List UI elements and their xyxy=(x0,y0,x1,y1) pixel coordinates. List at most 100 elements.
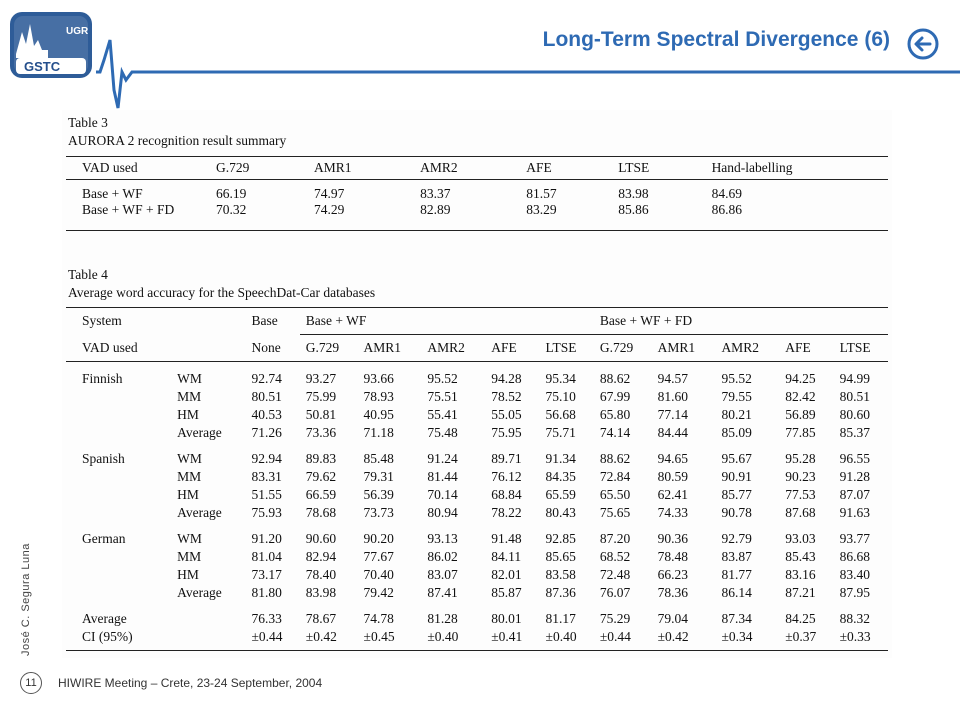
table-cell: 56.68 xyxy=(545,407,576,422)
table-cell: 92.94 xyxy=(251,451,282,466)
table-cell: German xyxy=(82,531,126,546)
table-cell: 78.52 xyxy=(491,389,522,404)
table-cell: 93.13 xyxy=(427,531,458,546)
table-cell: 78.36 xyxy=(657,585,688,600)
table4-spacer xyxy=(66,442,888,450)
table-cell: 91.20 xyxy=(251,531,282,546)
table3-header-cell: AFE xyxy=(510,156,603,180)
table-cell: ±0.41 xyxy=(485,628,540,651)
table-cell: 55.41 xyxy=(427,407,458,422)
table-cell: 74.97 xyxy=(313,186,345,201)
table-cell: Base + WF + FD xyxy=(66,202,200,231)
table-cell: 77.14 xyxy=(657,407,688,422)
table-cell: CI (95%) xyxy=(66,628,172,651)
table3-header-cell: LTSE xyxy=(602,156,696,180)
table4-header-group-wffd: Base + WF + FD xyxy=(593,307,888,335)
table-cell: 93.27 xyxy=(305,371,337,386)
table-cell: ±0.40 xyxy=(539,628,594,651)
table-cell: 88.62 xyxy=(599,451,631,466)
table-cell: 80.01 xyxy=(491,611,522,626)
table-cell: 68.52 xyxy=(599,549,631,564)
table-cell: 75.99 xyxy=(305,389,337,404)
table-cell: 95.34 xyxy=(545,371,576,386)
table-cell: 96.55 xyxy=(839,451,870,466)
table-cell xyxy=(171,628,246,651)
table-cell: 83.16 xyxy=(785,567,816,582)
table3-header-row: VAD used G.729 AMR1 AMR2 AFE LTSE Hand-l… xyxy=(66,156,888,180)
table-cell: Average xyxy=(177,585,222,600)
table-cell: 87.68 xyxy=(785,505,816,520)
table-row: Finnish WM 92.74 93.27 93.66 95.52 94.28 95.34 8… xyxy=(66,370,888,388)
table4-header-system: System xyxy=(66,307,172,335)
table-cell: 87.41 xyxy=(427,585,458,600)
table-cell: 76.12 xyxy=(491,469,522,484)
table-cell: 78.68 xyxy=(305,505,337,520)
table-cell: ±0.33 xyxy=(833,628,888,651)
table4-header-cell: G.729 xyxy=(299,334,358,362)
table3-header-cell: AMR2 xyxy=(404,156,511,180)
table3-caption: AURORA 2 recognition result summary xyxy=(68,133,287,148)
page-number: 11 xyxy=(20,672,42,694)
table-cell: 73.36 xyxy=(305,425,337,440)
table-cell: 85.86 xyxy=(602,202,696,231)
table-cell: Average xyxy=(82,611,127,626)
table-cell: 67.99 xyxy=(599,389,631,404)
back-arrow-icon xyxy=(907,28,939,60)
table-cell: MM xyxy=(177,389,202,404)
table-row: MM 81.04 82.94 77.67 86.02 84.11 85.65 68.52 78.… xyxy=(66,548,888,566)
table-cell: 88.32 xyxy=(839,611,870,626)
table-cell: 91.28 xyxy=(839,469,870,484)
table-cell: 56.89 xyxy=(785,407,816,422)
table4-header-cell: AMR2 xyxy=(421,334,486,362)
logo-top-text: UGR xyxy=(66,26,89,37)
table-cell: 55.05 xyxy=(491,407,522,422)
table-cell: 94.65 xyxy=(657,451,688,466)
table-cell: 95.28 xyxy=(785,451,816,466)
table-cell: 89.83 xyxy=(305,451,337,466)
table4-header-base: Base xyxy=(245,307,300,335)
table-cell: 82.94 xyxy=(305,549,337,564)
table-cell: 83.37 xyxy=(420,186,451,201)
table-cell: 73.17 xyxy=(251,567,282,582)
table-row: HM 73.17 78.40 70.40 83.07 82.01 83.58 72.48 66.… xyxy=(66,566,888,584)
back-button[interactable] xyxy=(906,27,940,61)
table-cell: 80.94 xyxy=(427,505,458,520)
table-cell: 75.95 xyxy=(491,425,522,440)
table-row: Average 71.26 73.36 71.18 75.48 75.95 75.71 74.… xyxy=(66,424,888,442)
table-cell: 82.42 xyxy=(785,389,816,404)
table-cell: 70.40 xyxy=(363,567,394,582)
table-cell xyxy=(66,468,171,486)
table-cell: 90.36 xyxy=(657,531,688,546)
table-cell: 85.43 xyxy=(785,549,816,564)
table-row: HM 40.53 50.81 40.95 55.41 55.05 56.68 65.80 77.… xyxy=(66,406,888,424)
table-cell: 78.40 xyxy=(305,567,337,582)
table-cell: ±0.40 xyxy=(421,628,486,651)
table4-header-cell: G.729 xyxy=(593,334,652,362)
table4-label: Table 4 xyxy=(68,267,108,282)
table-cell: 79.42 xyxy=(363,585,394,600)
table-cell: 85.37 xyxy=(839,425,870,440)
table-cell: 94.99 xyxy=(839,371,870,386)
table-cell: 74.14 xyxy=(599,425,631,440)
table-cell xyxy=(66,424,171,442)
table-cell: 77.53 xyxy=(785,487,816,502)
table-cell: 83.31 xyxy=(251,469,282,484)
table-cell: 81.60 xyxy=(657,389,688,404)
table-cell: 84.44 xyxy=(657,425,688,440)
table-cell: 66.59 xyxy=(305,487,337,502)
table4-header-cell xyxy=(171,334,246,362)
table-cell: Average xyxy=(177,425,222,440)
table-cell: 79.55 xyxy=(721,389,752,404)
table-cell: HM xyxy=(177,487,199,502)
table-cell: 75.65 xyxy=(599,505,631,520)
table4-header-cell: AMR2 xyxy=(715,334,780,362)
table-cell: 87.36 xyxy=(545,585,576,600)
table-cell xyxy=(66,486,171,504)
table4-header-cell: LTSE xyxy=(539,334,594,362)
table-cell: 86.68 xyxy=(839,549,870,564)
table-cell: 93.66 xyxy=(363,371,394,386)
table-cell: 56.39 xyxy=(363,487,394,502)
table-cell: 80.21 xyxy=(721,407,752,422)
table-cell: 81.44 xyxy=(427,469,458,484)
table-cell: MM xyxy=(177,549,202,564)
